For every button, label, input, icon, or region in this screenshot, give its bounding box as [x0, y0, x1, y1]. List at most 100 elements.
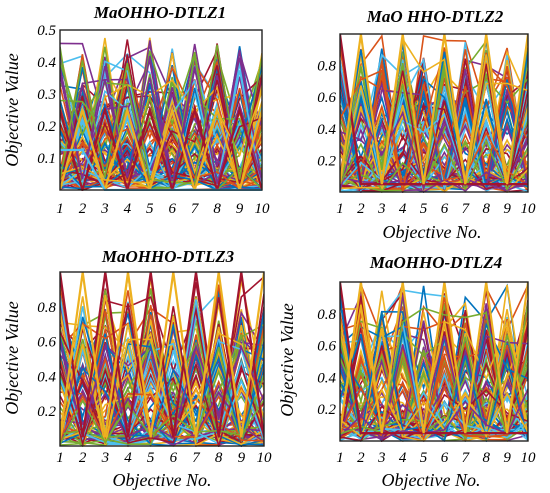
series-line-109 — [340, 139, 528, 193]
y-tick-label: 0.4 — [317, 122, 336, 138]
x-tick-label: 2 — [357, 201, 365, 217]
plot-frame — [59, 29, 263, 191]
y-tick-label: 0.4 — [37, 55, 56, 71]
y-tick-label: 0.1 — [37, 151, 56, 167]
plot-frame — [59, 271, 265, 447]
x-tick-label: 10 — [257, 450, 273, 466]
x-axis-label: Objective No. — [383, 222, 482, 242]
y-tick-label: 0.3 — [37, 87, 56, 103]
series-line-106 — [340, 386, 528, 441]
series-line-107 — [340, 36, 528, 193]
x-tick-label: 8 — [482, 450, 490, 466]
x-tick-label: 1 — [336, 201, 344, 217]
series-line-109 — [60, 398, 264, 445]
series-lines — [340, 281, 528, 442]
series-line-main-1 — [60, 272, 264, 438]
series-line-88 — [60, 334, 264, 446]
x-tick-label: 7 — [192, 450, 201, 466]
series-line-106 — [60, 392, 264, 442]
x-tick-label: 6 — [441, 201, 449, 217]
chart-panel-4: MaOHHO-DTLZ4 1 2 3 4 5 6 7 8 9 10 0.2 0.4 0.6 0.8 Objec… — [277, 253, 536, 490]
series-line-main-1 — [340, 282, 528, 434]
y-tick-label: 0.2 — [317, 402, 336, 418]
y-tick-label: 0.8 — [317, 59, 336, 75]
y-axis-label: Objective Value — [277, 303, 297, 416]
x-tick-label: 9 — [503, 450, 511, 466]
series-line-108 — [60, 66, 262, 186]
x-tick-label: 1 — [56, 201, 64, 217]
chart-title: MaOHHO-DTLZ1 — [93, 3, 226, 22]
x-tick-label: 9 — [238, 450, 246, 466]
series-line-main-1 — [60, 105, 262, 191]
y-tick-label: 0.2 — [317, 153, 336, 169]
chart-title: MaOHHO-DTLZ4 — [369, 253, 502, 272]
series-line-108 — [60, 339, 264, 440]
x-tick-label: 2 — [79, 201, 87, 217]
series-line-107 — [60, 91, 262, 184]
series-line-104 — [60, 361, 264, 447]
x-tick-label: 9 — [503, 201, 511, 217]
x-tick-label: 7 — [462, 201, 471, 217]
series-line-101 — [340, 335, 528, 441]
series-line-107 — [60, 332, 264, 446]
series-line-108 — [340, 110, 528, 192]
y-tick-label: 0.8 — [37, 300, 56, 316]
x-tick-label: 4 — [124, 201, 132, 217]
x-tick-label: 10 — [521, 201, 537, 217]
x-tick-label: 6 — [170, 450, 178, 466]
x-tick-label: 8 — [215, 450, 223, 466]
x-tick-label: 5 — [146, 201, 154, 217]
chart-panel-1: MaOHHO-DTLZ1 1 2 3 4 5 6 7 8 9 10 0.1 0.2 0.3 0.4 0.5 Ob… — [2, 3, 270, 217]
x-axis-label: Objective No. — [382, 470, 481, 490]
x-tick-label: 1 — [56, 450, 64, 466]
x-tick-label: 1 — [336, 450, 344, 466]
series-line-98 — [60, 333, 264, 447]
x-tick-label: 2 — [357, 450, 365, 466]
y-tick-label: 0.4 — [317, 370, 336, 386]
x-tick-label: 8 — [482, 201, 490, 217]
series-line-107 — [340, 388, 528, 439]
y-axis-label: Objective Value — [2, 53, 22, 166]
x-tick-label: 10 — [255, 201, 271, 217]
chart-panel-2: MaO HHO-DTLZ2 1 2 3 4 5 6 7 8 9 10 0.2 0.4 0.6 0.8 Obje… — [317, 7, 536, 242]
plot-frame — [339, 33, 529, 193]
x-tick-label: 7 — [462, 450, 471, 466]
y-tick-label: 0.6 — [37, 335, 56, 351]
y-tick-label: 0.6 — [317, 90, 336, 106]
y-tick-label: 0.4 — [37, 369, 56, 385]
series-line-105 — [60, 355, 264, 441]
x-tick-label: 3 — [101, 450, 110, 466]
series-line-109 — [60, 44, 262, 185]
x-tick-label: 5 — [420, 201, 428, 217]
y-tick-label: 0.2 — [37, 404, 56, 420]
x-tick-label: 4 — [124, 450, 132, 466]
x-tick-label: 4 — [399, 450, 407, 466]
x-tick-label: 3 — [100, 201, 109, 217]
x-tick-label: 4 — [399, 201, 407, 217]
y-tick-label: 0.8 — [317, 307, 336, 323]
plot-frame — [339, 281, 529, 442]
chart-title: MaO HHO-DTLZ2 — [366, 7, 504, 26]
series-line-106 — [60, 134, 262, 190]
series-line-102 — [60, 54, 262, 191]
x-tick-label: 2 — [79, 450, 87, 466]
series-line-109 — [340, 301, 528, 435]
x-tick-label: 3 — [377, 450, 386, 466]
chart-title: MaOHHO-DTLZ3 — [101, 247, 235, 266]
x-tick-label: 6 — [441, 450, 449, 466]
series-line-101 — [340, 136, 528, 193]
series-lines — [60, 272, 264, 447]
series-line-106 — [340, 69, 528, 192]
series-line-main-0 — [340, 34, 528, 186]
series-lines — [340, 33, 528, 193]
x-tick-label: 9 — [236, 201, 244, 217]
series-line-99 — [340, 47, 528, 186]
x-axis-label: Objective No. — [113, 470, 212, 490]
y-tick-label: 0.6 — [317, 339, 336, 355]
x-tick-label: 5 — [147, 450, 155, 466]
x-tick-label: 8 — [213, 201, 221, 217]
series-line-main-1 — [340, 34, 528, 185]
x-tick-label: 6 — [168, 201, 176, 217]
series-line-108 — [340, 389, 528, 440]
